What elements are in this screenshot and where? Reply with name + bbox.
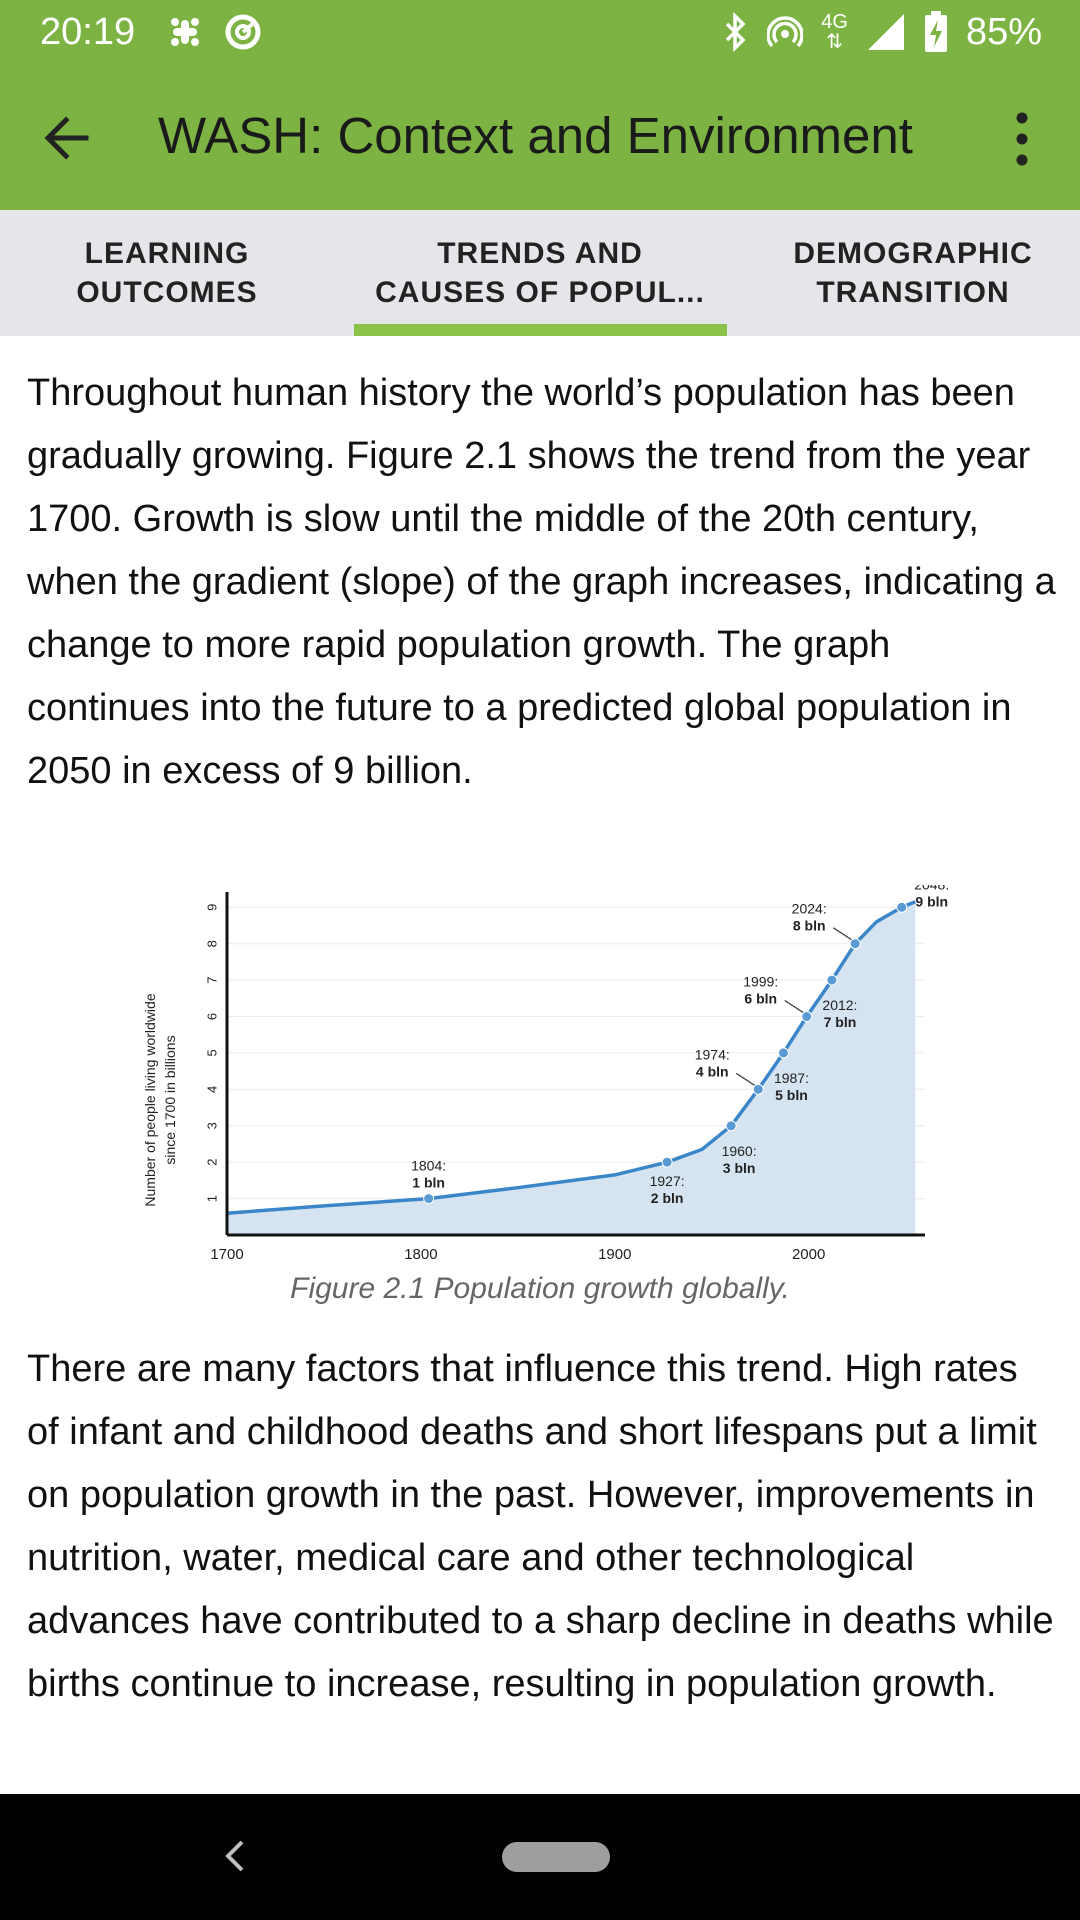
milestone-point	[725, 1120, 737, 1132]
arrow-left-icon	[44, 116, 89, 160]
milestone-value-label: 9 bln	[915, 893, 948, 909]
milestone-year-label: 2012:	[822, 997, 857, 1013]
milestone-value-label: 7 bln	[824, 1014, 857, 1030]
system-icons: 4G ⇅ 85%	[721, 8, 1042, 56]
figure-caption: Figure 2.1 Population growth globally.	[290, 1272, 790, 1305]
milestone-value-label: 4 bln	[696, 1063, 729, 1079]
x-tick-label: 1900	[598, 1246, 631, 1263]
nav-back-icon	[225, 1840, 244, 1872]
milestone-year-label: 1927:	[650, 1173, 685, 1189]
back-button[interactable]	[38, 108, 108, 168]
milestone-leader	[784, 1000, 806, 1015]
x-tick-label: 2000	[792, 1246, 825, 1263]
milestone-point	[801, 1011, 813, 1023]
milestone-leader	[832, 927, 854, 942]
milestone-point	[896, 901, 908, 913]
battery-percent: 85%	[965, 11, 1042, 53]
milestone-point	[826, 974, 838, 986]
x-tick-label: 1800	[404, 1246, 437, 1263]
y-axis-label-line1: Number of people living worldwide	[142, 993, 158, 1206]
status-time: 20:19	[40, 11, 136, 53]
population-line	[226, 900, 916, 1215]
body-paragraph-1: Throughout human history the world’s pop…	[27, 372, 1056, 792]
tab-label-line2: OUTCOMES	[76, 276, 258, 309]
signal-icon	[867, 14, 904, 50]
selected-tab-indicator	[354, 324, 727, 336]
nav-home-pill[interactable]	[502, 1842, 610, 1872]
area-fill	[227, 901, 916, 1235]
hotspot-icon	[767, 16, 804, 48]
milestone-value-label: 3 bln	[723, 1160, 756, 1176]
data-arrows-icon: ⇅	[826, 31, 843, 53]
y-tick-label: 2	[204, 1159, 219, 1166]
page-title: WASH: Context and Environment	[158, 107, 913, 164]
battery-charging-icon	[924, 11, 947, 52]
tab-demographic-transition[interactable]: DEMOGRAPHIC TRANSITION	[743, 234, 1080, 312]
milestone-year-label: 1974:	[695, 1046, 730, 1062]
overflow-menu-button[interactable]	[1000, 106, 1044, 172]
milestone-year-label: 1960:	[722, 1143, 757, 1159]
milestone-value-label: 5 bln	[775, 1087, 808, 1103]
y-tick-label: 3	[204, 1122, 219, 1129]
nav-back-button[interactable]	[214, 1826, 254, 1886]
y-tick-label: 4	[204, 1086, 219, 1093]
bluetooth-icon	[726, 12, 746, 52]
milestone-year-label: 1987:	[774, 1070, 809, 1086]
x-tick-label: 1700	[210, 1246, 243, 1263]
milestone-year-label: 1804:	[411, 1158, 446, 1174]
tab-label-line2: CAUSES OF POPUL...	[375, 276, 705, 309]
y-tick-label: 6	[204, 1013, 219, 1020]
sync-icon	[225, 14, 261, 50]
y-tick-label: 1	[204, 1195, 219, 1202]
milestone-value-label: 6 bln	[744, 991, 777, 1007]
milestone-point	[849, 938, 861, 950]
milestone-leader	[735, 1072, 757, 1087]
network-4g-icon: 4G ⇅	[821, 12, 848, 52]
milestone-year-label: 1999:	[743, 974, 778, 990]
milestone-value-label: 8 bln	[793, 918, 826, 934]
y-tick-label: 9	[204, 904, 219, 911]
milestone-point	[423, 1193, 435, 1205]
milestone-year-label: 2048:	[914, 885, 949, 892]
tab-label-line1: LEARNING	[84, 237, 250, 270]
tab-label-line1: TRENDS AND	[437, 237, 643, 270]
system-nav-bar	[0, 1794, 1080, 1920]
y-tick-label: 5	[204, 1049, 219, 1056]
tab-label-line2: TRANSITION	[816, 276, 1010, 309]
milestone-point	[661, 1156, 673, 1168]
network-type: 4G	[821, 11, 848, 33]
milestone-year-label: 2024:	[792, 901, 827, 917]
y-tick-label: 8	[204, 940, 219, 947]
milestone-value-label: 1 bln	[412, 1175, 445, 1191]
y-tick-label: 7	[204, 976, 219, 983]
body-paragraph-2: There are many factors that influence th…	[27, 1348, 1054, 1705]
y-axis-label-line2: since 1700 in billions	[162, 1035, 178, 1164]
notification-icons	[165, 12, 263, 52]
tab-learning-outcomes[interactable]: LEARNING OUTCOMES	[0, 234, 337, 312]
app-bar: WASH: Context and Environment	[0, 64, 1080, 210]
more-vert-icon	[1016, 112, 1028, 166]
status-bar: 20:19 4G ⇅	[0, 0, 1080, 64]
milestone-point	[752, 1083, 764, 1095]
milestone-value-label: 2 bln	[651, 1190, 684, 1206]
milestone-point	[777, 1047, 789, 1059]
tab-trends-and-causes[interactable]: TRENDS AND CAUSES OF POPUL...	[370, 234, 710, 312]
slack-icon	[171, 18, 199, 46]
tab-label-line1: DEMOGRAPHIC	[793, 237, 1033, 270]
tab-bar: LEARNING OUTCOMES TRENDS AND CAUSES OF P…	[0, 210, 1080, 336]
population-growth-chart: 1 2 3 4 5 6 7 8 9 1700 1800 1900 2000 Number of peopl…	[142, 885, 949, 1263]
